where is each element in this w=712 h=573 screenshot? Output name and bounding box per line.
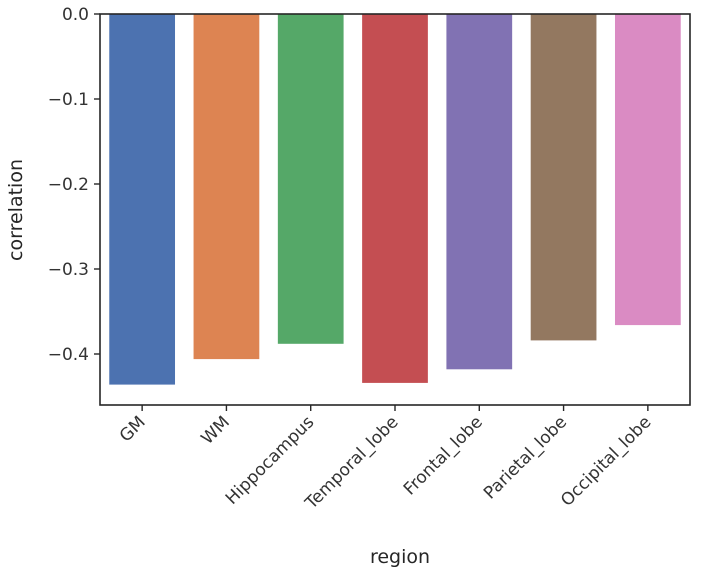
x-axis-ticks: GM WMHippocampusTemporal_lobeFrontal_lobe… [116,405,655,514]
y-tick-label: −0.2 [48,175,89,195]
y-tick-label: 0.0 [62,5,89,25]
bar-parietal-lobe [530,14,597,341]
x-tick-label: Hippocampus [222,412,318,508]
x-tick-label: GM [116,412,150,446]
x-axis-label: region [370,546,430,568]
bar-occipital-lobe [614,14,681,326]
y-tick-label: −0.1 [48,90,89,110]
bar-wm [193,14,260,360]
x-tick-label: Parietal_lobe [480,412,571,503]
bar-gm [109,14,176,385]
x-tick-label: Frontal_lobe [400,412,487,499]
y-axis-label: correlation [5,159,27,261]
x-tick-label: WM [198,412,234,448]
y-axis-ticks: 0.0 −0.1 −0.2 −0.3 −0.4 [48,5,100,365]
bars-group [109,14,681,385]
x-tick-label: Occipital_lobe [557,412,655,510]
plot-frame [99,13,691,406]
bar-frontal-lobe [446,14,513,370]
y-tick-label: −0.3 [48,260,89,280]
y-tick-label: −0.4 [48,345,89,365]
bar-temporal-lobe [362,14,428,383]
bar-hippocampus [277,14,344,344]
